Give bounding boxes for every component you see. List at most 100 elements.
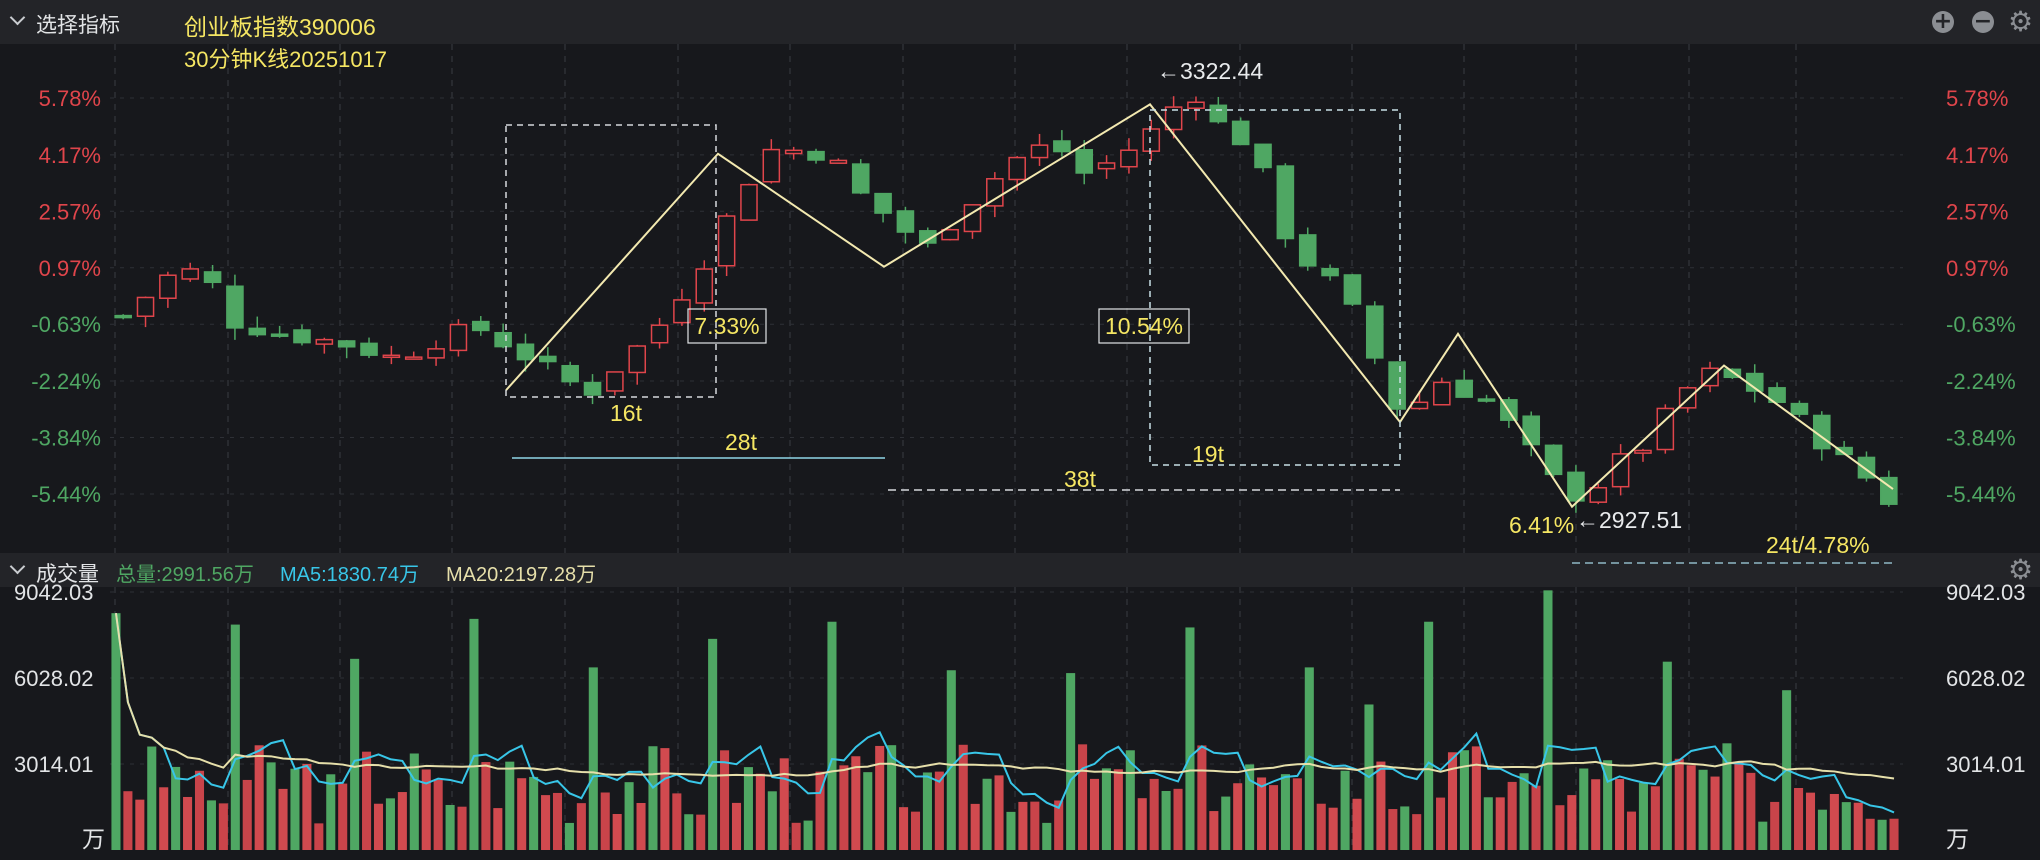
candle	[1142, 128, 1161, 152]
candle	[1790, 402, 1809, 415]
volume-bar	[1686, 765, 1696, 850]
volume-bar	[636, 803, 646, 850]
volume-bar	[1805, 792, 1816, 850]
candle	[136, 296, 155, 317]
volume-bar	[1829, 793, 1839, 850]
candle	[1589, 486, 1608, 503]
volume-bar	[1615, 779, 1625, 850]
volume-bar	[1603, 760, 1613, 850]
pct-label-rise-box	[687, 308, 767, 344]
volume-unit-left: 万	[82, 826, 105, 852]
y-tick-label-left: -5.44%	[31, 482, 101, 507]
volume-bar	[1042, 822, 1052, 850]
volume-bar	[1471, 746, 1481, 850]
candle	[1030, 144, 1049, 159]
volume-bar	[1638, 782, 1648, 850]
volume-bar	[672, 793, 682, 850]
candle	[1120, 149, 1138, 168]
candle	[941, 228, 959, 241]
volume-bar	[564, 822, 574, 850]
gear-icon[interactable]: ⚙	[2008, 5, 2034, 38]
volume-bar	[576, 803, 586, 850]
volume-tick-label-left: 9042.03	[14, 580, 94, 605]
volume-bar	[230, 624, 240, 850]
y-tick-label-right: 2.57%	[1946, 199, 2008, 224]
volume-bar	[1328, 807, 1338, 850]
candle	[1656, 407, 1675, 451]
candle	[360, 342, 378, 356]
candle	[695, 268, 714, 304]
candle	[1053, 140, 1071, 153]
volume-bar	[350, 658, 360, 850]
volume-bar	[517, 778, 527, 850]
y-tick-label-right: -2.24%	[1946, 369, 2016, 394]
candle	[337, 340, 356, 348]
candle	[1164, 106, 1183, 131]
volume-bar	[1185, 627, 1195, 850]
low-price-label: ←2927.51	[1576, 507, 1682, 533]
candle	[1477, 398, 1496, 402]
volume-bar	[982, 778, 992, 850]
candle	[315, 338, 334, 345]
volume-bar	[684, 814, 694, 850]
volume-bar	[875, 745, 885, 850]
volume-ma5-line	[114, 613, 1895, 814]
volume-bar	[1030, 801, 1040, 850]
pct-label-rise: 7.33%	[694, 313, 759, 339]
volume-bar	[171, 766, 181, 850]
gear-icon[interactable]: ⚙	[2008, 553, 2034, 586]
volume-bar	[970, 803, 980, 850]
volume-unit-right: 万	[1946, 826, 1969, 852]
count-label-16t: 16t	[610, 400, 643, 426]
volume-bar	[1567, 795, 1577, 850]
zoom-in-icon[interactable]: +	[1932, 9, 1954, 34]
volume-bar	[1101, 768, 1111, 850]
volume-ma20: MA20:2197.28万	[446, 564, 597, 586]
volume-bar	[1424, 621, 1434, 850]
count-label-38t: 38t	[1064, 466, 1097, 492]
volume-bar	[552, 792, 563, 850]
volume-bar	[1388, 809, 1398, 850]
volume-tick-label-right: 6028.02	[1946, 666, 2026, 691]
candle	[740, 183, 758, 221]
volume-bar	[1173, 788, 1183, 850]
candle	[851, 163, 870, 194]
zoom-out-icon[interactable]: −	[1972, 9, 1994, 34]
candle	[583, 381, 602, 396]
volume-bar	[922, 772, 932, 850]
indicator-select-label[interactable]: 选择指标	[36, 14, 120, 37]
volume-panel-label: 成交量	[36, 563, 99, 586]
high-price-label: ←3322.44	[1157, 58, 1263, 84]
volume-bar	[851, 756, 861, 850]
volume-bar	[254, 745, 264, 850]
volume-bar	[1662, 661, 1672, 850]
volume-bar	[1626, 811, 1637, 850]
volume-bar	[1412, 814, 1422, 850]
volume-bar	[290, 768, 300, 850]
volume-bar	[1089, 778, 1100, 850]
volume-bar	[1579, 768, 1589, 850]
volume-bar	[1817, 809, 1827, 850]
y-tick-label-left: -2.24%	[31, 369, 101, 394]
volume-bar	[1770, 801, 1780, 850]
volume-bar	[1591, 779, 1601, 850]
volume-tick-label-right: 3014.01	[1946, 752, 2026, 777]
candle	[628, 345, 647, 374]
volume-bar	[1233, 783, 1243, 850]
volume-bar	[743, 767, 753, 850]
count-label-19t: 19t	[1192, 441, 1225, 467]
volume-bar	[1376, 761, 1386, 850]
volume-bars	[111, 590, 1899, 850]
volume-bar	[839, 765, 849, 850]
volume-bar	[1483, 797, 1493, 850]
volume-bar	[1292, 778, 1302, 850]
candle	[1343, 274, 1362, 305]
candle	[1097, 162, 1116, 170]
range-box-fall	[1149, 109, 1401, 466]
candle	[650, 324, 669, 344]
volume-bar	[708, 638, 718, 850]
volume-bar	[1340, 770, 1350, 850]
volume-bar	[481, 762, 491, 850]
volume-bar	[1137, 798, 1147, 850]
